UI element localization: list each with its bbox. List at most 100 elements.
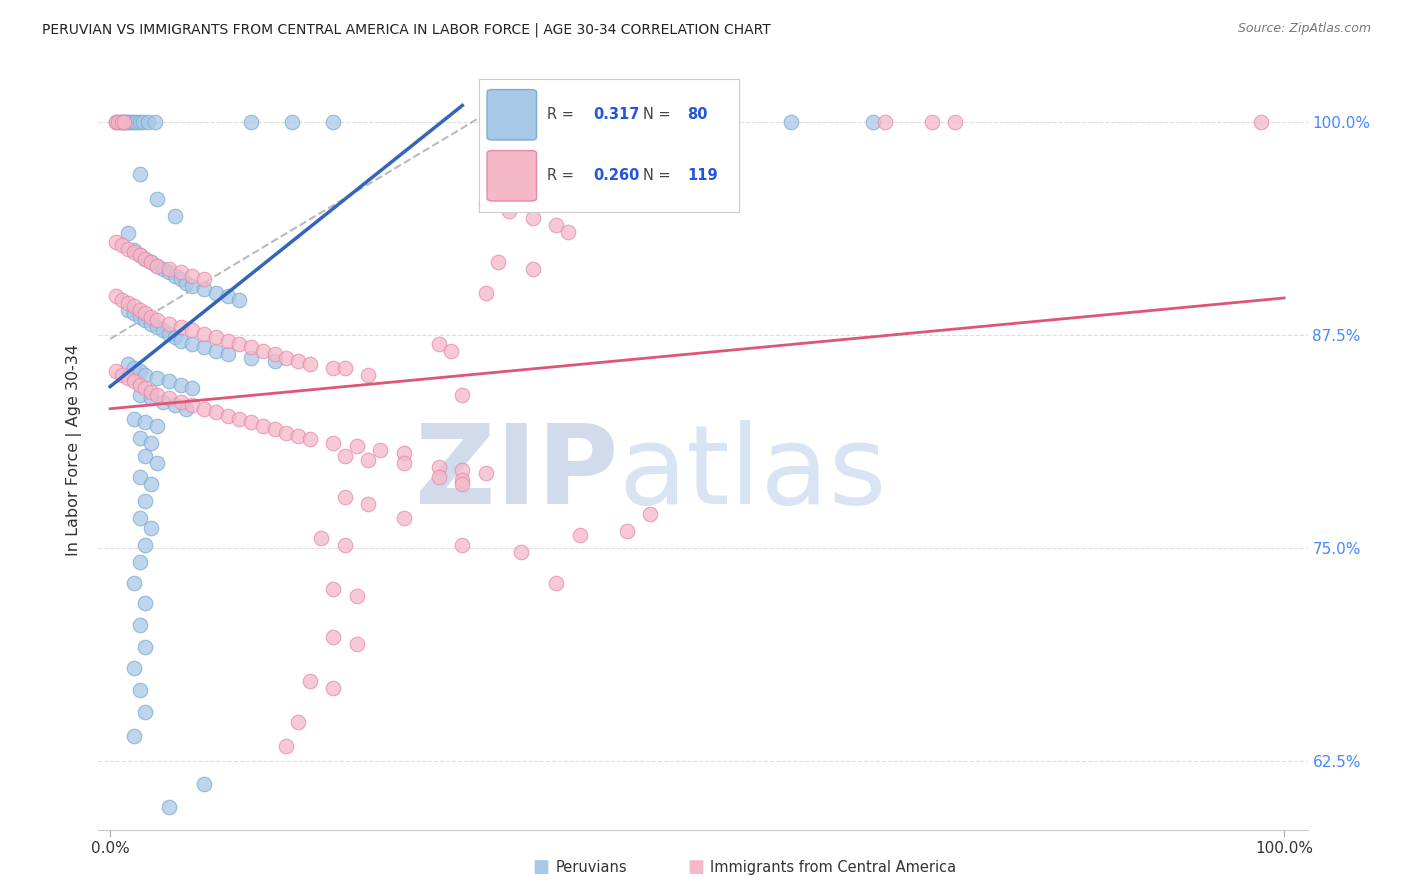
Point — [128, 431, 150, 445]
Point — [105, 115, 128, 129]
Point — [157, 375, 180, 389]
Point — [141, 521, 163, 535]
Point — [181, 381, 204, 395]
Point — [475, 285, 498, 300]
Point — [146, 388, 169, 402]
Point — [122, 300, 145, 314]
Point — [1250, 115, 1272, 129]
Point — [128, 115, 150, 129]
Point — [169, 395, 191, 409]
Point — [276, 739, 298, 753]
Point — [322, 582, 344, 597]
Point — [112, 115, 135, 129]
Point — [169, 272, 191, 286]
Point — [143, 115, 166, 129]
Point — [181, 398, 204, 412]
Point — [333, 450, 356, 464]
Text: ■: ■ — [533, 858, 550, 876]
Point — [152, 323, 174, 337]
Point — [163, 268, 186, 283]
Point — [204, 330, 226, 344]
Point — [112, 115, 135, 129]
Point — [105, 289, 128, 303]
Point — [510, 545, 533, 559]
Text: ZIP: ZIP — [415, 420, 619, 526]
Point — [451, 463, 474, 477]
Point — [157, 392, 180, 406]
Point — [439, 343, 461, 358]
Point — [204, 405, 226, 419]
Point — [169, 265, 191, 279]
Point — [163, 398, 186, 412]
Text: Source: ZipAtlas.com: Source: ZipAtlas.com — [1237, 22, 1371, 36]
Point — [287, 354, 309, 368]
Point — [128, 377, 150, 392]
Point — [638, 508, 661, 522]
Point — [217, 409, 239, 423]
Point — [134, 538, 156, 552]
Point — [240, 115, 263, 129]
Point — [117, 371, 139, 385]
Point — [134, 415, 156, 429]
Point — [522, 211, 544, 225]
Point — [114, 115, 136, 129]
Point — [486, 255, 509, 269]
Point — [134, 252, 156, 266]
Point — [122, 375, 145, 389]
Point — [111, 115, 134, 129]
Point — [157, 800, 180, 814]
Point — [111, 115, 134, 129]
Point — [169, 320, 191, 334]
Point — [311, 531, 333, 545]
Point — [141, 317, 163, 331]
Point — [111, 368, 134, 382]
Point — [141, 476, 163, 491]
Point — [122, 729, 145, 743]
Point — [451, 476, 474, 491]
Point — [122, 661, 145, 675]
Point — [522, 115, 544, 129]
Point — [392, 446, 415, 460]
Point — [333, 360, 356, 375]
Point — [333, 491, 356, 505]
Point — [392, 510, 415, 524]
Point — [117, 302, 139, 317]
Point — [392, 456, 415, 470]
Point — [122, 412, 145, 426]
Point — [128, 555, 150, 569]
Point — [322, 360, 344, 375]
Point — [921, 115, 943, 129]
Point — [134, 705, 156, 719]
Point — [193, 776, 215, 790]
Point — [193, 282, 215, 296]
Point — [111, 238, 134, 252]
Text: Immigrants from Central America: Immigrants from Central America — [710, 860, 956, 874]
Point — [122, 244, 145, 259]
Point — [122, 244, 145, 258]
Point — [128, 248, 150, 262]
Point — [134, 306, 156, 320]
Point — [115, 115, 138, 129]
Point — [163, 209, 186, 223]
Point — [263, 354, 285, 368]
Point — [128, 510, 150, 524]
Point — [346, 589, 368, 603]
Point — [146, 456, 169, 470]
Point — [141, 310, 163, 324]
Point — [498, 115, 520, 129]
Point — [141, 255, 163, 269]
Point — [281, 115, 304, 129]
Point — [546, 218, 568, 232]
Point — [152, 262, 174, 277]
Point — [146, 259, 169, 273]
Point — [510, 115, 533, 129]
Text: ■: ■ — [688, 858, 704, 876]
Point — [141, 255, 163, 269]
Point — [252, 418, 274, 433]
Text: atlas: atlas — [619, 420, 887, 526]
Text: PERUVIAN VS IMMIGRANTS FROM CENTRAL AMERICA IN LABOR FORCE | AGE 30-34 CORRELATI: PERUVIAN VS IMMIGRANTS FROM CENTRAL AMER… — [42, 22, 770, 37]
Point — [141, 392, 163, 406]
Point — [134, 368, 156, 382]
Point — [125, 115, 148, 129]
Point — [287, 429, 309, 443]
